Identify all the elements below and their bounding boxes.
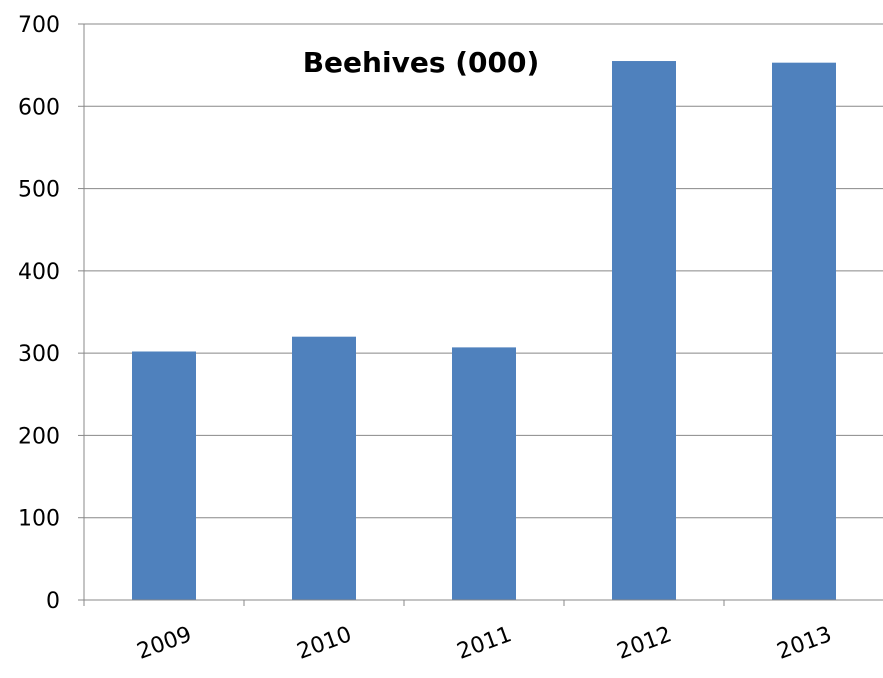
bars: [132, 61, 836, 601]
x-tick-labels: 2009 2010 2011 2012 2013: [134, 622, 835, 665]
x-tick-label: 2013: [774, 622, 835, 665]
y-tick-label: 0: [46, 589, 60, 614]
y-tick-label: 500: [18, 178, 60, 203]
bar-2011: [452, 347, 516, 600]
bar-2012: [612, 61, 676, 601]
y-tick-label: 600: [18, 95, 60, 120]
y-tick-label: 200: [18, 424, 60, 449]
bar-2013: [772, 62, 836, 600]
y-tick-label: 700: [18, 13, 60, 38]
x-tick-label: 2010: [294, 622, 355, 665]
bar-2009: [132, 351, 196, 600]
y-tick-label: 100: [18, 507, 60, 532]
y-tick-label: 300: [18, 342, 60, 367]
x-tick-label: 2012: [614, 622, 675, 665]
bar-2010: [292, 336, 356, 600]
chart-title: Beehives (000): [303, 46, 540, 79]
x-tick-label: 2011: [454, 622, 515, 665]
x-tick-label: 2009: [134, 622, 195, 665]
axes: [78, 23, 883, 606]
y-tick-label: 400: [18, 260, 60, 285]
y-tick-labels: 0 100 200 300 400 500 600 700: [18, 13, 60, 614]
